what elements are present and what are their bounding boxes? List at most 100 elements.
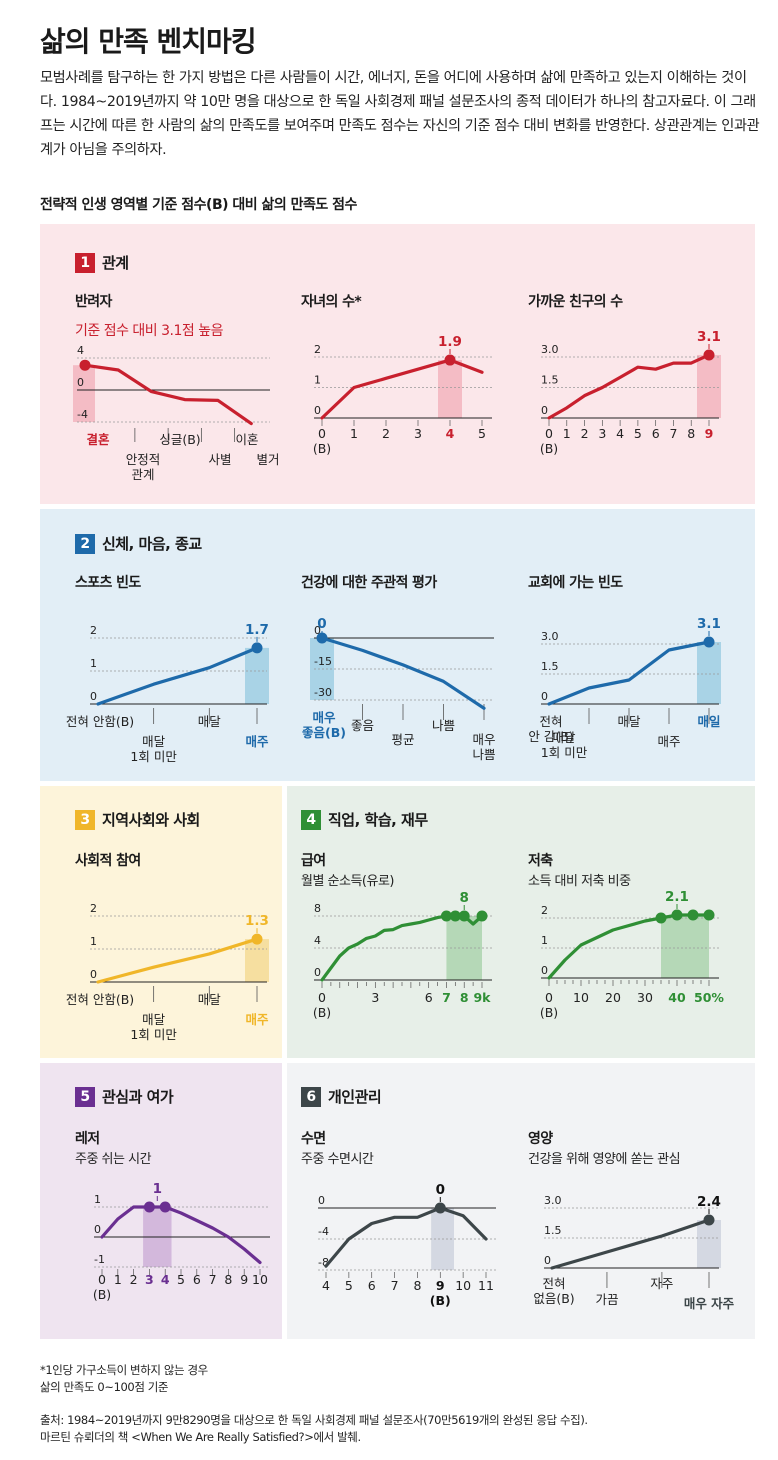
y-tick-label: 2	[314, 343, 321, 356]
x-tick-label: 매주	[657, 734, 680, 749]
x-tick-label: 매일	[697, 714, 720, 729]
x-tick-label: 나쁨	[432, 718, 455, 733]
section-header-5: 5 관심과 여가	[75, 1086, 174, 1107]
x-tick-label: 매달	[552, 730, 576, 745]
section-header-1: 1 관계	[75, 252, 129, 273]
annotation-label: 0	[436, 1182, 445, 1198]
data-point	[316, 632, 328, 644]
section-header-3: 3 지역사회와 사회	[75, 809, 200, 830]
section-label: 지역사회와 사회	[102, 811, 200, 829]
data-point	[687, 909, 699, 921]
footnote-2: 삶의 만족도 0~100점 기준	[40, 1380, 169, 1394]
x-tick-label: 2	[581, 426, 589, 441]
chart-title-church: 교회에 가는 빈도	[528, 575, 623, 591]
chart-leisure: 10-10(B)1 2 3 4 5 6 7 8 9 101	[93, 1181, 270, 1302]
x-tick-label: 전혀	[539, 714, 562, 729]
data-point	[449, 910, 461, 922]
y-tick-label: 2	[90, 624, 97, 637]
chart-title-partner: 반려자	[75, 294, 112, 310]
section-label: 관심과 여가	[102, 1088, 174, 1106]
y-tick-label: 1.5	[541, 660, 559, 673]
y-tick-label: 1	[94, 1193, 101, 1206]
x-tick-label: 1	[114, 1272, 122, 1287]
x-tick-label: 0	[545, 426, 553, 441]
x-tick-label: 1	[350, 426, 358, 441]
x-tick-label: 5	[478, 426, 486, 441]
data-point	[444, 354, 456, 366]
section-header-2: 2 신체, 마음, 종교	[75, 533, 202, 554]
y-tick-label: 1	[314, 374, 321, 387]
data-point	[655, 912, 667, 924]
x-tick-label: 안정적	[126, 452, 161, 467]
section-header-6: 6 개인관리	[301, 1086, 382, 1107]
x-tick-label: 11	[478, 1278, 494, 1293]
x-tick-label: 9	[436, 1278, 445, 1293]
y-tick-label: -8	[318, 1256, 329, 1269]
annotation-label: 1.7	[245, 622, 269, 638]
x-tick-label: 0	[318, 990, 326, 1005]
data-point	[143, 1201, 155, 1213]
y-tick-label: 4	[314, 934, 321, 947]
x-tick-label: 3	[371, 990, 379, 1005]
chart-title-income: 급여	[301, 853, 326, 869]
highlight-band	[245, 939, 269, 982]
x-tick-label: (B)	[430, 1293, 451, 1308]
highlight-band	[245, 647, 269, 704]
y-tick-label: 0	[77, 376, 84, 389]
x-tick-label: 7	[669, 426, 677, 441]
x-tick-label: 7	[442, 990, 451, 1005]
x-tick-label: 매우	[472, 732, 495, 747]
chart-subtitle-leisure: 주중 쉬는 시간	[75, 1152, 152, 1167]
x-tick-label: 매주	[245, 734, 269, 749]
x-tick-label: 안 감(B)	[528, 729, 573, 744]
y-tick-label: 0	[541, 404, 548, 417]
y-tick-label: 1.5	[541, 374, 559, 387]
x-tick-label: 50%	[694, 990, 724, 1005]
annotation-label: 1	[153, 1181, 162, 1197]
x-tick-label: 8	[687, 426, 695, 441]
x-tick-label: 매주	[245, 1012, 269, 1027]
section-label: 개인관리	[328, 1088, 382, 1106]
page-title: 삶의 만족 벤치마킹	[40, 25, 257, 58]
y-tick-label: 0	[541, 964, 548, 977]
x-tick-label: 8	[460, 990, 469, 1005]
chart-title-savings: 저축	[528, 853, 553, 869]
y-tick-label: 0	[544, 1254, 551, 1267]
chart-friends: 3.01.500(B)1 2 3 4 5 6 7 8 93.1	[540, 329, 721, 456]
x-tick-label: 0	[318, 426, 326, 441]
chart-sleep: 0 -4 -8 4 5 6 7 8 9(B) 10 11 0	[318, 1182, 496, 1308]
y-tick-label: 0	[541, 690, 548, 703]
annotation-label: 3.1	[697, 616, 721, 632]
source-1: 출처: 1984~2019년까지 9만8290명을 대상으로 한 독일 사회경제…	[40, 1413, 588, 1427]
data-point	[703, 349, 715, 361]
chart-title-friends: 가까운 친구의 수	[528, 294, 623, 310]
chart-subtitle-nutrition: 건강을 위해 영양에 쏟는 관심	[528, 1152, 681, 1167]
panel-body-mind	[40, 509, 755, 781]
panel-self-care	[287, 1063, 755, 1339]
highlight-band	[697, 642, 721, 704]
y-tick-label: 0	[314, 404, 321, 417]
chart-subtitle-partner: 기준 점수 대비 3.1점 높음	[75, 323, 224, 339]
x-tick-label: 7	[391, 1278, 399, 1293]
y-tick-label: -15	[314, 655, 332, 668]
data-point	[703, 636, 715, 648]
series-line	[547, 353, 711, 420]
section-number: 5	[75, 1086, 95, 1107]
highlight-band	[697, 1220, 721, 1268]
x-tick-label: (B)	[313, 441, 331, 456]
chart-title-leisure: 레저	[75, 1131, 100, 1147]
annotation-label: 2.1	[665, 889, 689, 905]
x-tick-label: 매달	[142, 734, 166, 749]
x-tick-label: 5	[634, 426, 642, 441]
y-tick-label: -30	[314, 686, 332, 699]
y-tick-label: 3.0	[544, 1194, 562, 1207]
y-tick-label: 3.0	[541, 343, 559, 356]
x-tick-label: 나쁨	[472, 747, 495, 762]
highlight-band	[446, 916, 482, 980]
chart-subtitle-income: 월별 순소득(유로)	[301, 874, 395, 889]
x-tick-label: 6	[652, 426, 660, 441]
